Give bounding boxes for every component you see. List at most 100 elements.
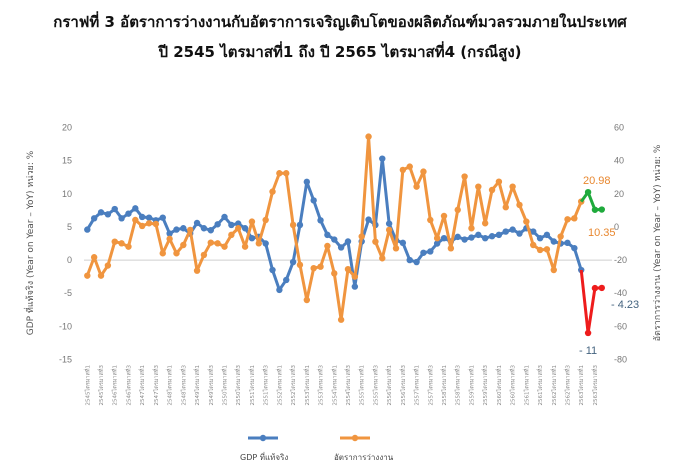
- data-point: [90, 215, 98, 222]
- data-point: [248, 218, 256, 225]
- data-point: [406, 163, 413, 170]
- x-tick-label: 2547ไตรมาสที่1: [138, 365, 146, 406]
- data-point: [392, 245, 400, 252]
- x-tick-label: 2546ไตรมาสที่3: [124, 365, 132, 406]
- data-point: [331, 270, 338, 277]
- data-point: [433, 234, 441, 242]
- right-tick-label: -20: [614, 255, 627, 265]
- data-point: [276, 170, 283, 177]
- data-point: [97, 209, 105, 216]
- left-axis-title: GDP ที่แท้จริง (Year on Year – YoY) หน่ว…: [23, 150, 36, 335]
- data-point: [447, 245, 455, 252]
- data-point: [207, 239, 214, 246]
- data-point: [516, 201, 523, 209]
- x-tick-label: 2554ไตรมาสที่3: [344, 365, 352, 406]
- data-point: [180, 225, 187, 232]
- data-point: [84, 226, 91, 233]
- data-point: [97, 272, 105, 279]
- x-tick-label: 2553ไตรมาสที่1: [303, 365, 311, 406]
- x-tick-label: 2555ไตรมาสที่3: [371, 365, 379, 406]
- series-line-2: [579, 269, 602, 335]
- data-point: [468, 225, 475, 232]
- left-tick-label: 5: [67, 222, 72, 232]
- x-tick-label: 2563ไตรมาสที่1: [577, 365, 585, 406]
- data-point: [488, 233, 496, 240]
- x-tick-label: 2550ไตรมาสที่1: [221, 365, 229, 406]
- data-point: [488, 186, 496, 194]
- data-point: [358, 233, 365, 240]
- data-point: [132, 216, 139, 224]
- data-point: [413, 258, 420, 266]
- data-point: [159, 214, 166, 221]
- data-point: [84, 272, 91, 279]
- data-point: [385, 220, 393, 227]
- data-point: [420, 168, 427, 175]
- data-point: [235, 220, 242, 227]
- x-tick-label: 2563ไตรมาสที่3: [591, 365, 599, 406]
- data-point: [138, 222, 146, 230]
- series-line-3: [580, 190, 602, 212]
- x-tick-label: 2548ไตรมาสที่1: [166, 365, 174, 406]
- data-point: [543, 246, 551, 253]
- data-point: [262, 240, 269, 247]
- data-point: [598, 284, 605, 292]
- x-tick-label: 2546ไตรมาสที่1: [111, 365, 119, 406]
- data-point: [145, 214, 153, 221]
- data-point: [303, 296, 311, 304]
- data-point: [337, 316, 345, 323]
- data-point: [399, 166, 407, 174]
- x-tick-label: 2558ไตรมาสที่3: [454, 365, 462, 406]
- data-point: [214, 240, 221, 247]
- data-point: [241, 243, 249, 250]
- data-point: [317, 217, 324, 224]
- data-point: [132, 205, 139, 212]
- data-point: [495, 178, 503, 185]
- data-point: [564, 216, 571, 223]
- x-tick-label: 2547ไตรมาสที่3: [152, 365, 160, 406]
- x-tick-label: 2549ไตรมาสที่3: [207, 365, 215, 406]
- data-point: [530, 241, 537, 249]
- data-point: [502, 204, 509, 211]
- data-point: [125, 243, 132, 250]
- data-point: [104, 262, 112, 269]
- data-point: [289, 258, 297, 266]
- data-point: [454, 233, 461, 241]
- data-point: [111, 205, 118, 213]
- left-tick-label: -5: [64, 288, 72, 298]
- data-point: [324, 242, 331, 250]
- data-point: [90, 254, 98, 261]
- legend-marker-gdp: [259, 434, 267, 442]
- data-point: [221, 243, 228, 250]
- data-point: [255, 240, 262, 247]
- legend-label-gdp: GDP ที่แท้จริง: [240, 451, 288, 462]
- left-tick-label: -15: [59, 355, 72, 365]
- data-point: [296, 221, 304, 229]
- x-tick-label: 2556ไตรมาสที่1: [385, 365, 393, 406]
- x-tick-label: 2555ไตรมาสที่1: [358, 365, 366, 406]
- data-point: [214, 221, 221, 228]
- data-point: [598, 206, 605, 213]
- data-point: [365, 133, 372, 140]
- data-point: [145, 220, 153, 227]
- data-point: [221, 213, 228, 221]
- data-point: [166, 230, 173, 237]
- data-point: [344, 265, 352, 273]
- legend-marker-unemployment: [351, 434, 359, 442]
- data-point: [481, 234, 489, 242]
- data-point: [468, 234, 475, 241]
- chart-title: กราฟที่ 3 อัตราการว่างงานกับอัตราการเจริ…: [53, 13, 627, 31]
- series-line-1: [85, 135, 583, 322]
- data-point: [433, 240, 441, 247]
- data-point: [516, 230, 523, 237]
- right-tick-label: -40: [614, 288, 627, 298]
- data-point: [104, 211, 112, 218]
- data-point: [337, 244, 345, 251]
- data-point: [530, 228, 537, 235]
- data-point: [200, 251, 208, 259]
- x-tick-label: 2552ไตรมาสที่3: [289, 365, 297, 406]
- x-tick-label: 2552ไตรมาสที่1: [275, 365, 283, 406]
- data-point: [262, 216, 269, 224]
- x-tick-label: 2559ไตรมาสที่1: [467, 365, 475, 406]
